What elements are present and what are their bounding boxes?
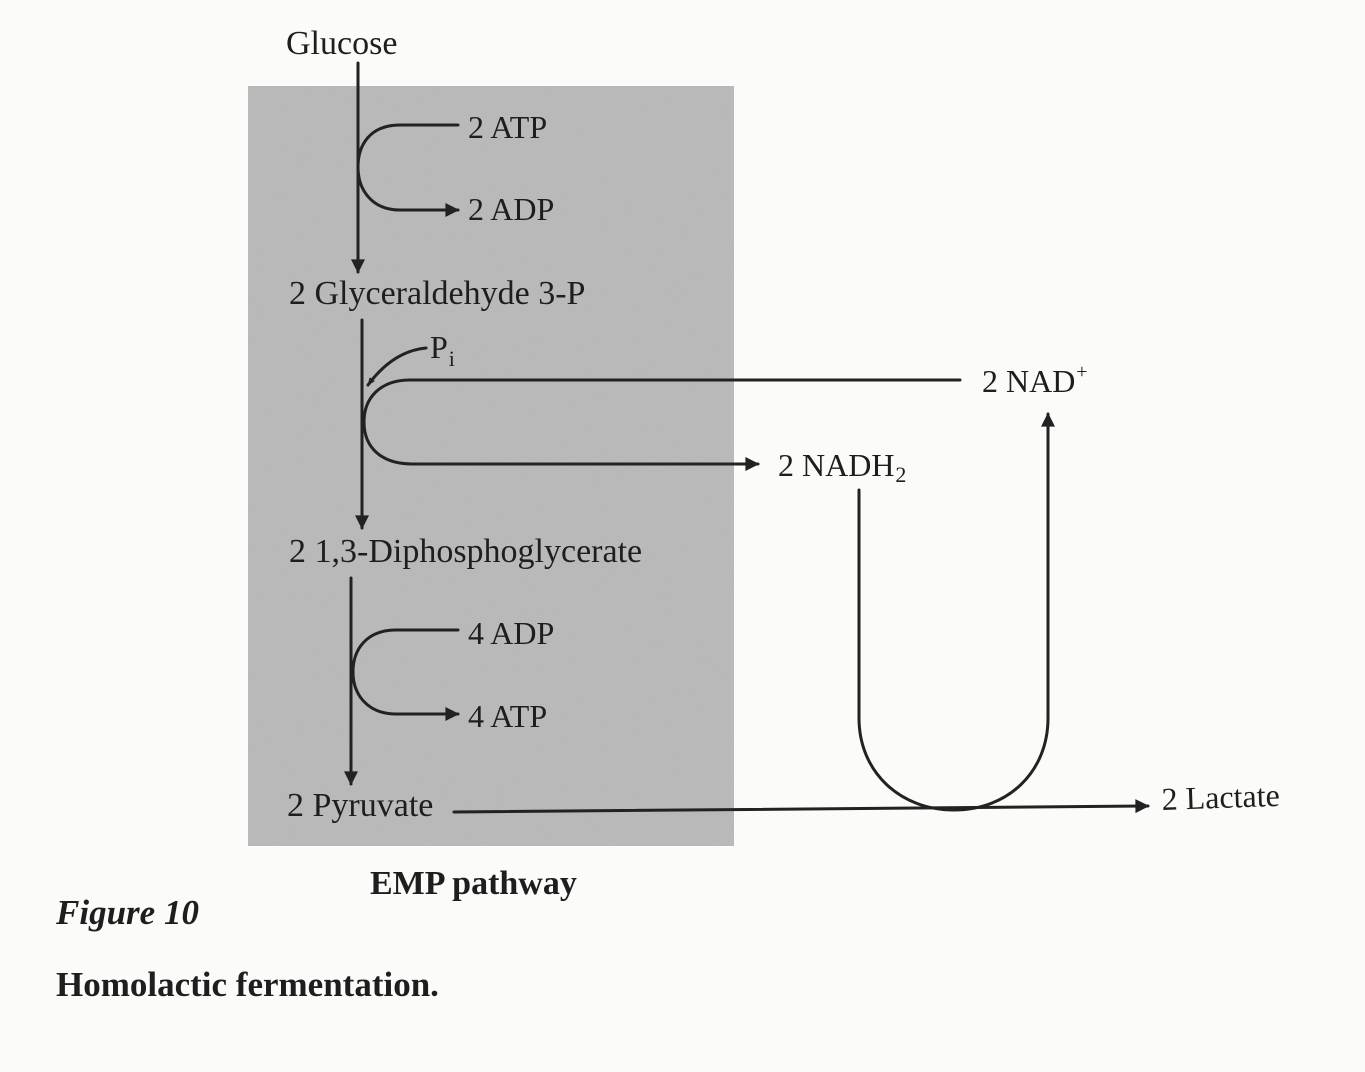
svg-text:+: + [1076,361,1087,383]
emp-pathway-panel [248,86,734,846]
nadh-regeneration-loop [857,412,1055,812]
atp-produced-label: 4 ATP [468,698,547,734]
nadh2-label: 2 NADH 2 [778,447,906,487]
pyruvate-label: 2 Pyruvate [287,787,433,824]
glucose-label: Glucose [286,25,397,62]
lactate-label: 2 Lactate [1161,777,1280,817]
svg-text:2 NADH: 2 NADH [778,447,894,483]
emp-pathway-label: EMP pathway [370,865,577,902]
figure-number: Figure 10 [55,893,199,932]
atp-consumption-hook [356,123,460,217]
adp-consumed-label: 4 ADP [468,615,554,651]
nad-plus-label: 2 NAD + [982,361,1088,399]
glyceraldehyde-3p-label: 2 Glyceraldehyde 3-P [289,275,585,312]
atp-consumed-label: 2 ATP [468,109,547,145]
pi-input-arrow [366,346,428,387]
adp-produced-label: 2 ADP [468,191,554,227]
pi-label: P i [430,329,455,371]
svg-text:2 NAD: 2 NAD [982,363,1075,399]
figure-title: Homolactic fermentation. [56,965,439,1004]
nad-reduction-hook [362,378,962,471]
pyruvate-to-lactate-arrow [452,799,1150,814]
svg-text:2: 2 [895,462,906,487]
svg-text:P: P [430,329,448,365]
diphosphoglycerate-label: 2 1,3-Diphosphoglycerate [289,533,642,570]
atp-production-hook [351,628,460,721]
svg-text:i: i [449,346,455,371]
